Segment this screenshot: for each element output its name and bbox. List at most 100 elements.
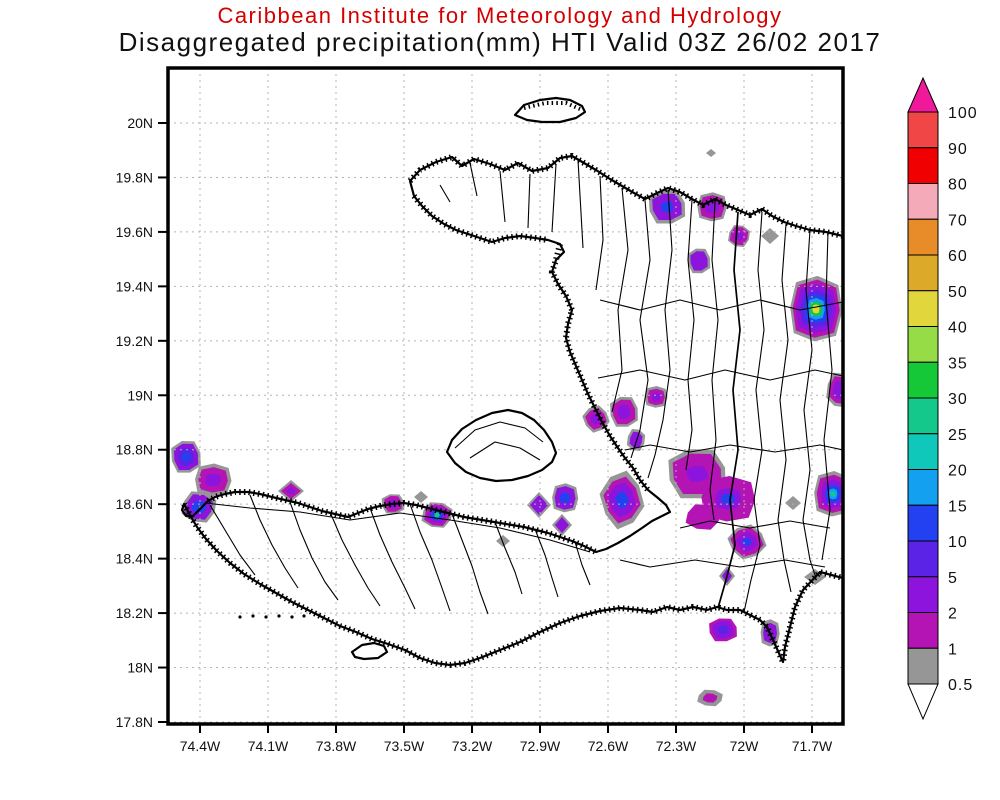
precip-contour-blu [559, 492, 571, 504]
lat-tick-label: 19.2N [116, 333, 153, 349]
colorbar-segment [907, 612, 939, 649]
lat-tick-label: 18.6N [116, 496, 153, 512]
lon-tick-label: 73.5W [384, 738, 425, 754]
precip-contour-gray [706, 149, 716, 157]
colorbar-label: 2 [948, 606, 958, 623]
colorbar-segment [907, 647, 939, 685]
colorbar-label: 10 [948, 534, 968, 551]
colorbar-label: 5 [948, 570, 958, 587]
precip-blob [709, 618, 737, 642]
precip-contour-vio [832, 380, 843, 400]
lat-tick-label: 19N [127, 387, 153, 403]
colorbar-label: 1 [948, 641, 958, 658]
precip-contour-vio [205, 473, 221, 487]
precip-blob [814, 471, 843, 517]
lat-tick-label: 19.4N [116, 278, 153, 294]
colorbar-label: 35 [948, 355, 968, 372]
precip-contour-gray [761, 228, 779, 244]
precip-blob [790, 275, 843, 342]
lon-tick-label: 74.1W [248, 738, 289, 754]
colorbar-label: 0.5 [948, 677, 973, 694]
precip-blob [648, 190, 686, 224]
colorbar-under-arrow [907, 683, 939, 721]
precip-blob [496, 535, 510, 547]
plot-frame [158, 66, 845, 733]
colorbar-label: 15 [948, 498, 968, 515]
precip-contour-gray [153, 443, 165, 453]
precipitation-colorbar: 100 90 80 70 60 50 40 35 30 25 20 15 10 5 2 1 0.5 [907, 76, 977, 721]
precip-blob [195, 463, 232, 497]
precip-contour-blu [181, 452, 191, 462]
precip-contour-vio [686, 466, 708, 482]
watershed-boundaries [204, 159, 843, 615]
precip-contour-blu [742, 538, 752, 546]
colorbar-label: 20 [948, 463, 968, 480]
precip-contour-blu [721, 493, 735, 505]
colorbar-segment [907, 504, 939, 542]
gridline-layer [168, 68, 843, 724]
precip-blob [685, 504, 721, 530]
tortuga-island-hatch [523, 101, 581, 111]
precip-contour-vio [555, 517, 569, 533]
precip-contour-gray [496, 535, 510, 547]
title-block: Caribbean Institute for Meteorology and … [0, 3, 1000, 55]
lon-tick-label: 72W [730, 738, 760, 754]
precip-blob [552, 483, 579, 513]
colorbar-segment [907, 361, 939, 399]
precip-contour-tgr [830, 491, 836, 497]
colorbar-label: 40 [948, 320, 968, 337]
precip-blob [421, 502, 453, 528]
gonave-island [445, 408, 558, 483]
precip-contour-mag [685, 504, 721, 530]
gonave-island-lines [454, 421, 544, 461]
colorbar-segment [907, 397, 939, 435]
precip-blob [687, 248, 711, 274]
coastline-hispaniola [180, 154, 843, 667]
colorbar-label: 50 [948, 284, 968, 301]
precip-contour-gray [785, 496, 801, 510]
precip-blob [527, 492, 551, 518]
haiti-dr-border [717, 211, 741, 609]
precip-blob [626, 429, 646, 451]
tortuga-island [513, 96, 587, 124]
precip-contour-vio [629, 431, 643, 449]
colorbar-segment [907, 254, 939, 292]
ile-a-vache [350, 641, 389, 661]
colorbar-label: 90 [948, 141, 968, 158]
north-coast-hatch [407, 152, 843, 239]
colorbar-segment [907, 433, 939, 470]
precip-blob [697, 689, 723, 707]
lon-tick-label: 73.2W [452, 738, 493, 754]
precip-contour-tgr [434, 512, 440, 518]
precip-blob [706, 149, 716, 157]
colorbar-segment [907, 111, 939, 149]
lon-tick-label: 73.8W [316, 738, 357, 754]
lat-tick-label: 18.8N [116, 442, 153, 458]
precip-blob [785, 496, 801, 510]
page-title: Caribbean Institute for Meteorology and … [217, 3, 783, 28]
colorbar-segment [907, 218, 939, 256]
lon-tick-label: 74.4W [180, 738, 221, 754]
colorbar-segment [907, 147, 939, 184]
axis-labels: 20N 19.8N 19.6N 19.4N 19.2N 19N 18.8N 18.6N 18.4… [116, 115, 833, 754]
colorbar-segment [907, 326, 939, 363]
precip-blob [727, 524, 767, 560]
colorbar-label: 30 [948, 391, 968, 408]
precip-contour-vio [690, 251, 708, 271]
precip-blob [582, 405, 610, 433]
precip-contour-bvi [717, 625, 729, 635]
colorbar-segment [907, 576, 939, 613]
map-border [166, 66, 845, 726]
colorbar-over-arrow [907, 76, 939, 113]
lat-tick-label: 18.4N [116, 551, 153, 567]
lon-tick-label: 72.9W [520, 738, 561, 754]
geography-layer [180, 96, 843, 673]
precip-blob [610, 396, 638, 427]
cayemites-islets [238, 614, 306, 619]
lon-tick-label: 72.6W [588, 738, 629, 754]
precip-contour-vio [651, 392, 661, 402]
colorbar-label: 60 [948, 248, 968, 265]
colorbar-label: 70 [948, 212, 968, 229]
